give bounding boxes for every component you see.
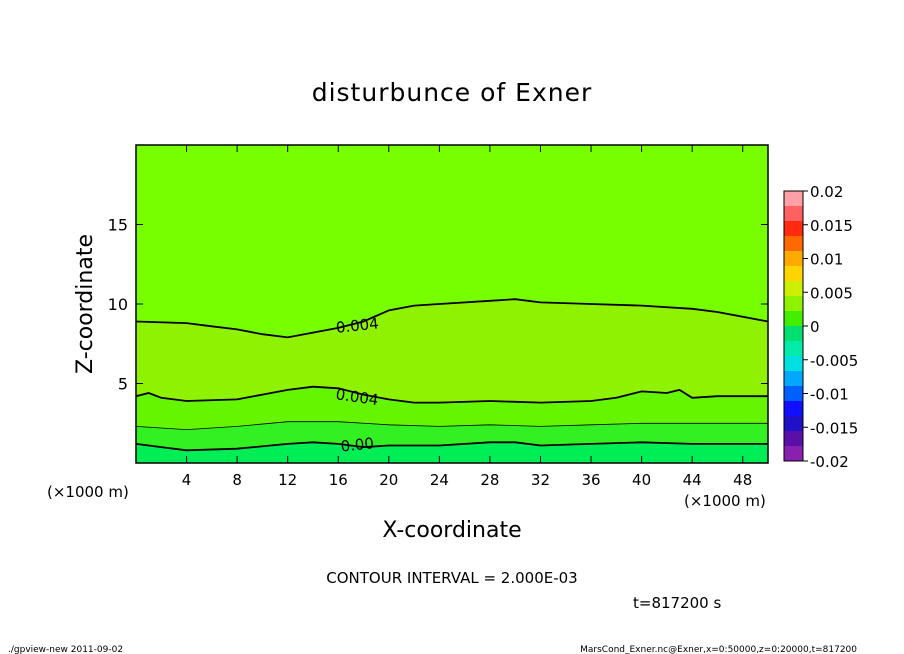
colorbar-segment-10 <box>784 341 803 357</box>
contour-line-3 <box>136 441 768 452</box>
colorbar-segment-11 <box>784 356 803 372</box>
x-tick-label-4: 20 <box>379 471 398 489</box>
contour-line-2 <box>136 421 768 431</box>
x-tick-label-3: 16 <box>329 471 348 489</box>
x-tick-label-6: 28 <box>480 471 499 489</box>
x-tick-label-11: 48 <box>733 471 752 489</box>
contour-interval: CONTOUR INTERVAL = 2.000E-03 <box>326 569 577 587</box>
colorbar-segment-8 <box>784 311 803 327</box>
chart-title: disturbunce of Exner <box>312 78 593 107</box>
contour-label-2: 0.00 <box>340 434 375 455</box>
contour-line-1 <box>136 385 768 404</box>
x-axis-label: X-coordinate <box>382 518 521 543</box>
x-tick-label-9: 40 <box>632 471 651 489</box>
x-tick-label-0: 4 <box>182 471 192 489</box>
colorbar-segment-2 <box>784 221 803 237</box>
colorbar-segment-3 <box>784 236 803 252</box>
colorbar-label-0: 0.02 <box>810 183 843 201</box>
x-tick-label-1: 8 <box>232 471 242 489</box>
colorbar-segment-5 <box>784 266 803 282</box>
colorbar-segment-6 <box>784 281 803 297</box>
colorbar-segment-17 <box>784 446 803 462</box>
x-unit-right: (×1000 m) <box>684 492 766 510</box>
x-tick-label-7: 32 <box>531 471 550 489</box>
colorbar-label-5: -0.005 <box>810 352 858 370</box>
y-tick-label-1: 10 <box>108 295 128 314</box>
y-tick-label-2: 15 <box>108 216 128 235</box>
y-axis-label: Z-coordinate <box>73 234 98 374</box>
footer-right: MarsCond_Exner.nc@Exner,x=0:50000,z=0:20… <box>580 645 857 654</box>
colorbar-segment-14 <box>784 401 803 417</box>
footer-left: ./gpview-new 2011-09-02 <box>8 645 123 654</box>
colorbar-label-7: -0.015 <box>810 419 858 437</box>
colorbar-label-6: -0.01 <box>810 386 849 404</box>
colorbar-segment-1 <box>784 206 803 222</box>
colorbar-label-3: 0.005 <box>810 284 853 302</box>
contour-label-0: 0.004 <box>335 314 380 336</box>
colorbar-label-8: -0.02 <box>810 453 849 471</box>
colorbar-segment-7 <box>784 296 803 312</box>
colorbar-segment-0 <box>784 191 803 207</box>
x-tick-label-10: 44 <box>683 471 702 489</box>
colorbar-label-1: 0.015 <box>810 217 853 235</box>
colorbar-segment-13 <box>784 386 803 402</box>
y-tick-label-0: 5 <box>118 375 128 394</box>
x-tick-label-2: 12 <box>278 471 297 489</box>
time-label: t=817200 s <box>633 594 721 612</box>
contour-line-0 <box>136 298 768 339</box>
colorbar: 0.02 0.015 0.01 0.005 0 -0.005 -0.01 -0.015 -0.0… <box>783 183 858 471</box>
x-unit-left: (×1000 m) <box>47 483 129 501</box>
colorbar-label-2: 0.01 <box>810 251 843 269</box>
colorbar-segment-4 <box>784 251 803 267</box>
contour-label-1: 0.004 <box>335 385 380 409</box>
colorbar-segment-9 <box>784 326 803 342</box>
x-tick-label-8: 36 <box>581 471 600 489</box>
colorbar-label-4: 0 <box>810 318 820 336</box>
colorbar-segment-15 <box>784 416 803 432</box>
colorbar-segment-16 <box>784 431 803 447</box>
colorbar-segment-12 <box>784 371 803 387</box>
x-tick-label-5: 24 <box>430 471 449 489</box>
